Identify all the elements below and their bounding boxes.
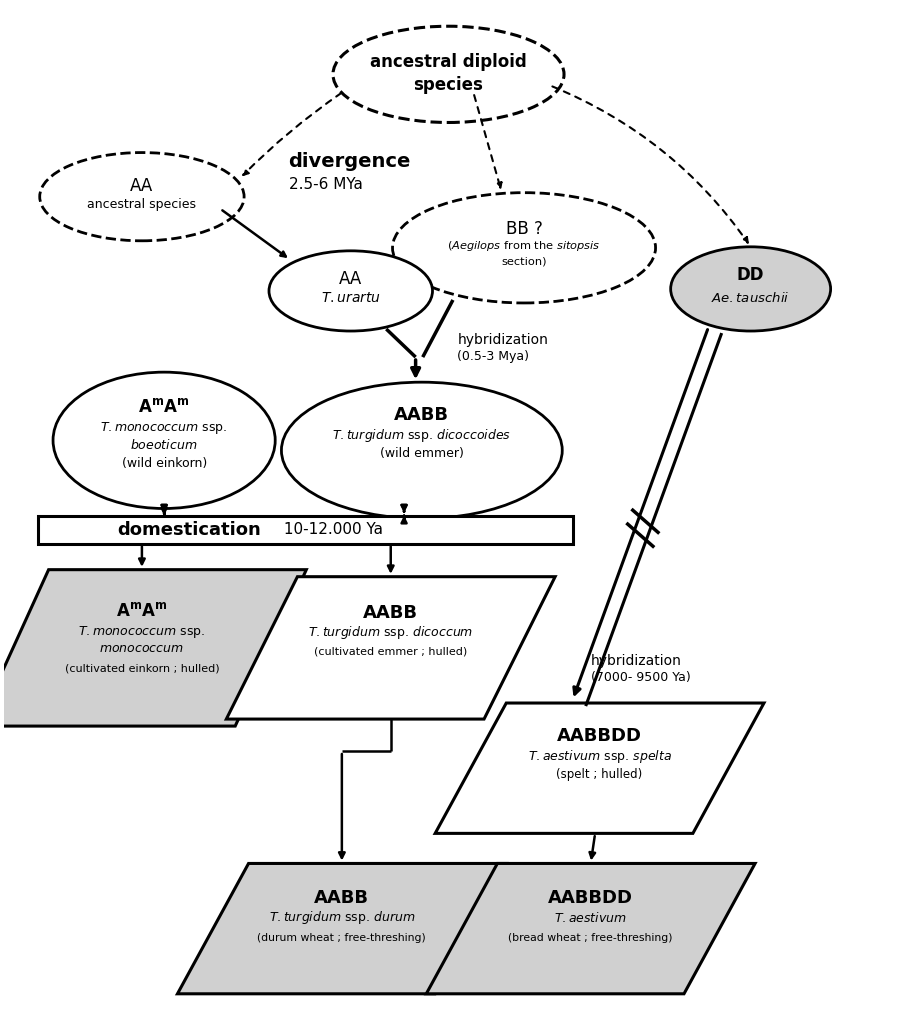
- Ellipse shape: [269, 251, 432, 331]
- Text: AA: AA: [130, 177, 153, 195]
- Text: ancestral species: ancestral species: [87, 198, 196, 211]
- Text: BB ?: BB ?: [506, 219, 543, 238]
- Text: 10-12.000 Ya: 10-12.000 Ya: [279, 522, 383, 537]
- Ellipse shape: [39, 153, 244, 241]
- Text: ancestral diploid: ancestral diploid: [370, 54, 527, 72]
- Text: divergence: divergence: [289, 152, 411, 171]
- Text: 2.5-6 MYa: 2.5-6 MYa: [289, 177, 362, 192]
- Text: $\it{T. aestivum}$: $\it{T. aestivum}$: [554, 911, 627, 925]
- Text: ($\it{Aegilops}$ from the $\it{sitopsis}$: ($\it{Aegilops}$ from the $\it{sitopsis}…: [448, 239, 601, 253]
- Polygon shape: [226, 576, 555, 719]
- Text: hybridization: hybridization: [457, 333, 548, 347]
- Text: AABBDD: AABBDD: [557, 727, 642, 745]
- Text: AABB: AABB: [395, 406, 449, 425]
- Text: (durum wheat ; free-threshing): (durum wheat ; free-threshing): [257, 933, 426, 942]
- Text: species: species: [414, 77, 483, 94]
- FancyBboxPatch shape: [38, 516, 573, 544]
- Text: AABB: AABB: [314, 889, 370, 907]
- Ellipse shape: [393, 193, 656, 303]
- Text: domestication: domestication: [118, 521, 261, 539]
- Ellipse shape: [671, 247, 831, 331]
- Text: (wild emmer): (wild emmer): [380, 447, 464, 460]
- Text: DD: DD: [737, 266, 764, 284]
- Text: $\it{monococcum}$: $\it{monococcum}$: [100, 642, 185, 655]
- Text: $\it{T. urartu}$: $\it{T. urartu}$: [321, 291, 380, 305]
- Text: section): section): [501, 257, 547, 267]
- Polygon shape: [426, 863, 755, 994]
- Polygon shape: [0, 569, 306, 726]
- Text: $\mathbf{A^mA^m}$: $\mathbf{A^mA^m}$: [138, 398, 190, 417]
- Polygon shape: [178, 863, 506, 994]
- Ellipse shape: [333, 26, 564, 122]
- Text: AABBDD: AABBDD: [548, 889, 633, 907]
- Ellipse shape: [53, 372, 275, 509]
- Text: (spelt ; hulled): (spelt ; hulled): [556, 767, 642, 780]
- Text: (7000- 9500 Ya): (7000- 9500 Ya): [591, 671, 691, 684]
- Text: $\it{T. monococcum}$ ssp.: $\it{T. monococcum}$ ssp.: [100, 421, 228, 437]
- Text: $\it{Ae. tauschii}$: $\it{Ae. tauschii}$: [711, 291, 789, 305]
- Text: $\it{boeoticum}$: $\it{boeoticum}$: [130, 439, 198, 452]
- Text: $\it{T. turgidum}$ ssp. $\it{durum}$: $\it{T. turgidum}$ ssp. $\it{durum}$: [268, 909, 415, 926]
- Text: $\mathbf{A^mA^m}$: $\mathbf{A^mA^m}$: [116, 602, 168, 620]
- Polygon shape: [435, 703, 764, 833]
- Text: (bread wheat ; free-threshing): (bread wheat ; free-threshing): [509, 933, 673, 942]
- Text: $\it{T. aestivum}$ ssp. $\it{spelta}$: $\it{T. aestivum}$ ssp. $\it{spelta}$: [527, 748, 672, 764]
- Text: (cultivated einkorn ; hulled): (cultivated einkorn ; hulled): [65, 664, 219, 674]
- Text: $\it{T. turgidum}$ ssp. $\it{dicoccoides}$: $\it{T. turgidum}$ ssp. $\it{dicoccoides…: [333, 427, 511, 444]
- Text: hybridization: hybridization: [591, 654, 682, 668]
- Ellipse shape: [282, 382, 562, 519]
- Text: AA: AA: [339, 270, 362, 288]
- Text: (0.5-3 Mya): (0.5-3 Mya): [457, 350, 529, 363]
- Text: (cultivated emmer ; hulled): (cultivated emmer ; hulled): [314, 647, 467, 657]
- Text: $\it{T. monococcum}$ ssp.: $\it{T. monococcum}$ ssp.: [78, 624, 205, 640]
- Text: (wild einkorn): (wild einkorn): [121, 457, 206, 470]
- Text: $\it{T. turgidum}$ ssp. $\it{dicoccum}$: $\it{T. turgidum}$ ssp. $\it{dicoccum}$: [308, 625, 474, 641]
- Text: AABB: AABB: [363, 604, 418, 622]
